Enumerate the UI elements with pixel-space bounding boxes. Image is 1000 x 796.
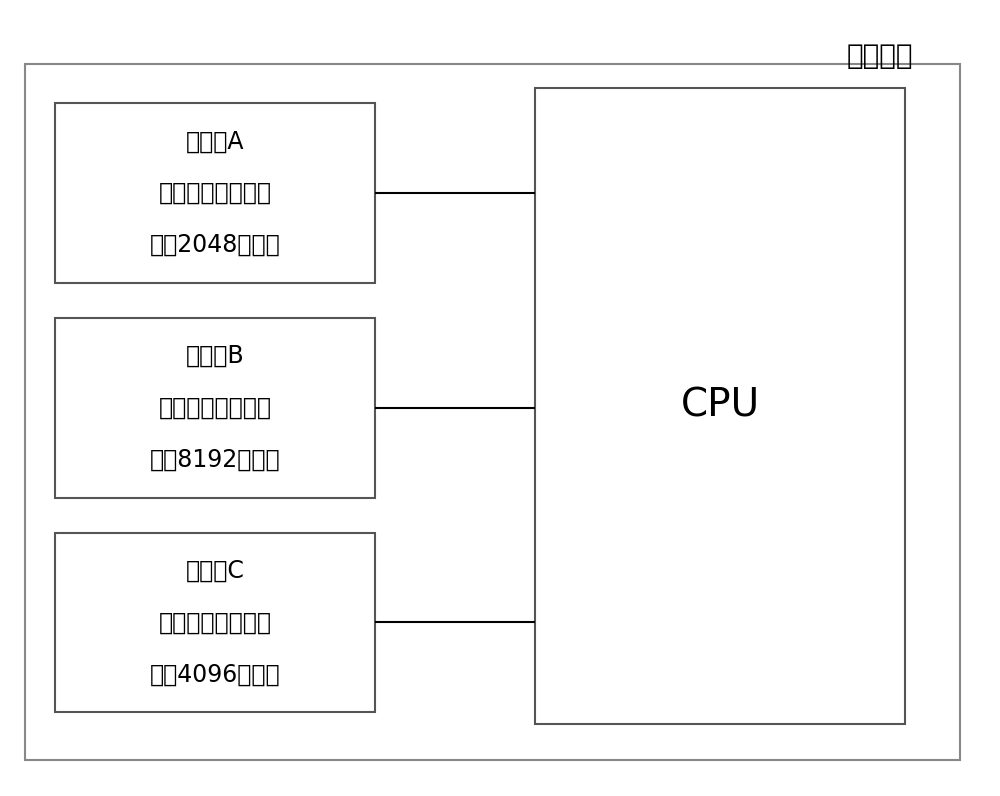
Text: 接口板A: 接口板A xyxy=(186,129,244,154)
Bar xyxy=(25,64,960,760)
Text: 转发表项资源允许: 转发表项资源允许 xyxy=(158,181,272,205)
Text: 网络设备: 网络设备 xyxy=(847,41,913,70)
Text: 存放4096条表项: 存放4096条表项 xyxy=(150,662,280,687)
Bar xyxy=(535,88,905,724)
Text: 接口板B: 接口板B xyxy=(186,344,244,369)
Bar xyxy=(55,318,375,498)
Text: 存放2048条表项: 存放2048条表项 xyxy=(150,232,280,257)
Text: 转发表项资源允许: 转发表项资源允许 xyxy=(158,396,272,420)
Text: 存放8192条表项: 存放8192条表项 xyxy=(150,447,280,472)
Text: 转发表项资源允许: 转发表项资源允许 xyxy=(158,611,272,635)
Bar xyxy=(55,533,375,712)
Bar xyxy=(55,103,375,283)
Text: 接口板C: 接口板C xyxy=(186,559,244,583)
Text: CPU: CPU xyxy=(680,387,760,425)
